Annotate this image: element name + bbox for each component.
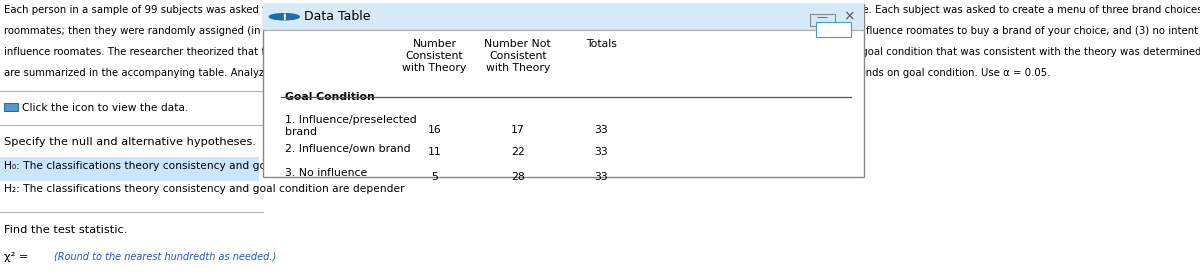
Text: Data Table: Data Table: [304, 10, 370, 23]
Text: 33: 33: [594, 124, 608, 135]
FancyBboxPatch shape: [28, 248, 55, 270]
FancyBboxPatch shape: [263, 4, 864, 30]
Text: 11: 11: [427, 147, 442, 157]
Text: 1. Influence/preselected
brand: 1. Influence/preselected brand: [286, 115, 416, 138]
Text: 2. Influence/own brand: 2. Influence/own brand: [286, 144, 410, 153]
Text: 28: 28: [511, 172, 524, 182]
Text: Find the test statistic.: Find the test statistic.: [4, 225, 127, 235]
FancyBboxPatch shape: [0, 158, 259, 180]
Circle shape: [270, 14, 299, 20]
Text: Each person in a sample of 99 subjects was asked to imagine that they had just m: Each person in a sample of 99 subjects w…: [4, 5, 1200, 16]
Text: are summarized in the accompanying table. Analyze the data in order to determine: are summarized in the accompanying table…: [4, 68, 1050, 78]
Text: 5: 5: [431, 172, 438, 182]
Text: i: i: [282, 12, 286, 22]
Text: roommates; then they were randomly assigned (in equal numbers) to one of three d: roommates; then they were randomly assig…: [4, 26, 1200, 36]
Text: Totals: Totals: [586, 39, 617, 49]
Text: 16: 16: [427, 124, 442, 135]
Text: 33: 33: [594, 147, 608, 157]
Text: Number
Consistent
with Theory: Number Consistent with Theory: [402, 39, 467, 73]
FancyBboxPatch shape: [263, 4, 864, 177]
Text: Specify the null and alternative hypotheses.: Specify the null and alternative hypothe…: [4, 137, 256, 147]
Text: Number Not
Consistent
with Theory: Number Not Consistent with Theory: [485, 39, 551, 73]
Text: ×: ×: [842, 10, 854, 24]
FancyBboxPatch shape: [0, 180, 259, 203]
Text: 22: 22: [511, 147, 524, 157]
Text: χ² =: χ² =: [4, 252, 28, 262]
FancyBboxPatch shape: [810, 14, 834, 26]
Text: influence roomates. The researcher theorized that the menus created to influence: influence roomates. The researcher theor…: [4, 47, 1200, 57]
Text: H₀: The classifications theory consistency and goal condition are independ: H₀: The classifications theory consisten…: [4, 161, 403, 171]
Text: 3. No influence: 3. No influence: [286, 168, 367, 178]
FancyBboxPatch shape: [816, 22, 851, 37]
Text: H₂: The classifications theory consistency and goal condition are depender: H₂: The classifications theory consisten…: [4, 184, 404, 194]
Text: 33: 33: [594, 172, 608, 182]
FancyBboxPatch shape: [4, 103, 18, 111]
Text: 17: 17: [511, 124, 524, 135]
Text: (Round to the nearest hundredth as needed.): (Round to the nearest hundredth as neede…: [54, 252, 277, 262]
Text: —: —: [817, 12, 828, 22]
Text: Goal Condition: Goal Condition: [286, 92, 374, 102]
Text: Click the icon to view the data.: Click the icon to view the data.: [22, 103, 188, 113]
